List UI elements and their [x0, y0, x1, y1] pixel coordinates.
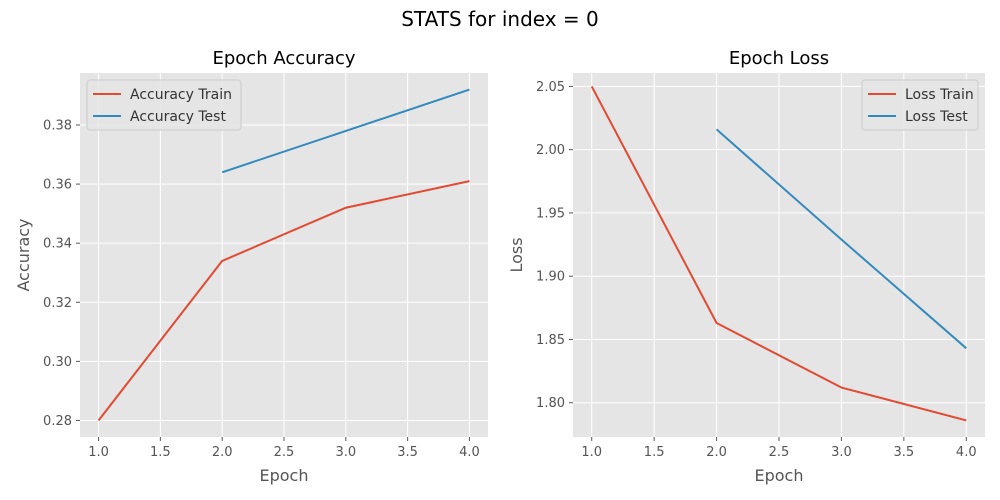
x-tick-label: 1.5	[644, 445, 665, 460]
x-tick-label: 3.0	[335, 445, 356, 460]
x-tick-label: 3.0	[831, 445, 852, 460]
y-tick-label: 0.38	[43, 119, 72, 134]
figure-title: STATS for index = 0	[401, 7, 599, 31]
legend-label: Loss Train	[905, 87, 974, 103]
y-tick-label: 0.32	[43, 296, 72, 311]
y-tick-label: 2.00	[536, 143, 565, 158]
series-line-loss-train	[590, 85, 967, 422]
x-tick-label: 2.0	[706, 445, 727, 460]
legend-box	[861, 79, 979, 131]
x-tick-label: 3.5	[894, 445, 915, 460]
legend-label: Loss Test	[905, 109, 968, 125]
loss-chart: 1.0 1.5 2.0 2.5 3.0 3.5 4.0 1.80 1.85 1.90 1.95 2.0…	[507, 48, 985, 485]
x-tick-label: 2.5	[769, 445, 790, 460]
series-line-accuracy-train	[97, 180, 470, 422]
series-line-loss-test	[715, 128, 967, 350]
chart-title: Epoch Loss	[729, 48, 829, 69]
accuracy-chart: 1.0 1.5 2.0 2.5 3.0 3.5 4.0 0.28 0.30 0.32 0.34 0.3…	[14, 48, 488, 485]
x-tick-label: 1.5	[150, 445, 171, 460]
y-tick-label: 1.90	[536, 270, 565, 285]
y-axis-label: Accuracy	[14, 218, 33, 291]
x-tick-label: 2.0	[212, 445, 233, 460]
y-tick-label: 1.80	[536, 396, 565, 411]
legend: Accuracy Train Accuracy Test	[86, 79, 242, 131]
y-tick-label: 0.28	[43, 414, 72, 429]
y-tick-label: 0.36	[43, 178, 72, 193]
y-axis-label: Loss	[507, 237, 526, 272]
legend-label: Accuracy Test	[130, 109, 226, 125]
x-tick-label: 2.5	[274, 445, 295, 460]
x-tick-label: 4.0	[956, 445, 977, 460]
y-tick-label: 0.30	[43, 355, 72, 370]
y-tick-label: 1.85	[536, 333, 565, 348]
x-tick-label: 1.0	[581, 445, 602, 460]
y-tick-label: 0.34	[43, 237, 72, 252]
x-axis-label: Epoch	[755, 466, 804, 485]
legend-box	[86, 79, 242, 131]
y-tick-label: 2.05	[536, 80, 565, 95]
y-tick-label: 1.95	[536, 206, 565, 221]
legend-label: Accuracy Train	[130, 87, 232, 103]
chart-title: Epoch Accuracy	[212, 48, 355, 69]
series-line-accuracy-test	[221, 88, 470, 174]
x-tick-label: 4.0	[459, 445, 480, 460]
x-axis-label: Epoch	[260, 466, 309, 485]
x-tick-label: 1.0	[88, 445, 109, 460]
x-tick-label: 3.5	[397, 445, 418, 460]
legend: Loss Train Loss Test	[861, 79, 979, 131]
